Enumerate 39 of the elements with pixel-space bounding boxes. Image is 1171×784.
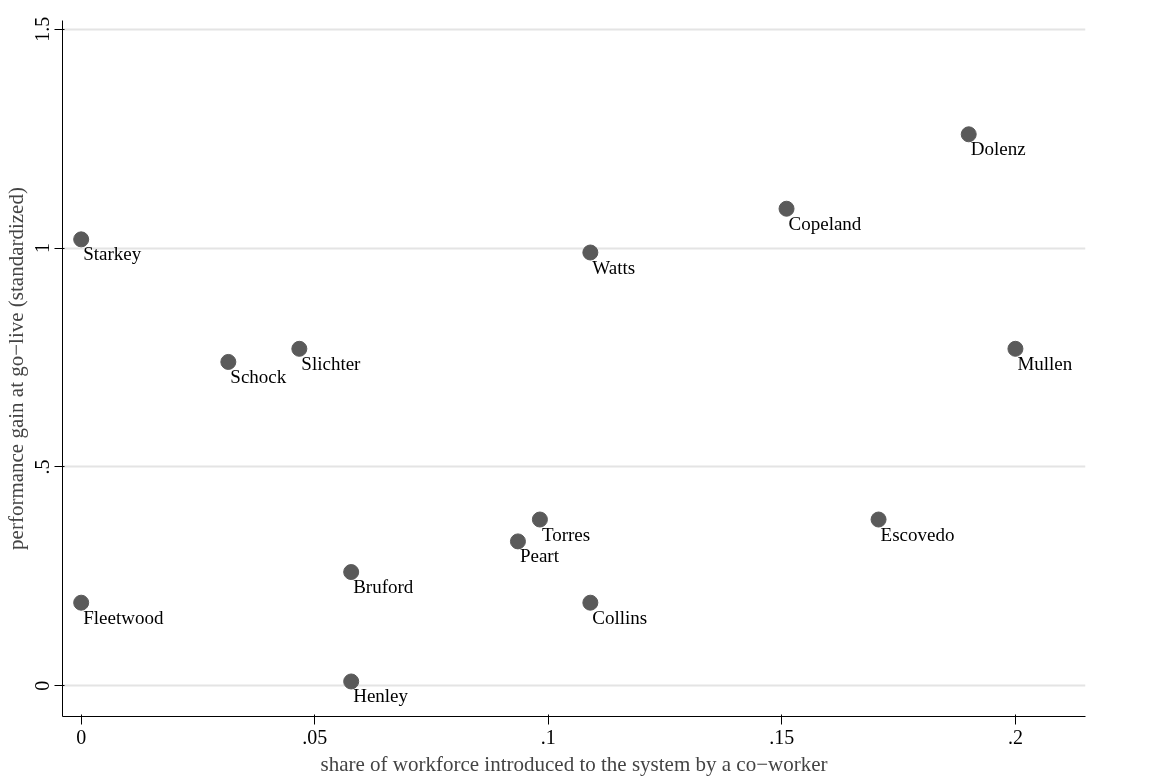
x-axis-title: share of workforce introduced to the system by a co−worker: [320, 751, 828, 776]
annotation: Bruford: [353, 576, 414, 598]
point: [343, 673, 360, 690]
y-tick-label: .5: [31, 459, 54, 475]
y-tick-label: 0: [31, 680, 54, 691]
annotation: Starkey: [83, 243, 142, 265]
annotation: Henley: [353, 685, 409, 707]
annotation: Peart: [519, 545, 560, 567]
point: [870, 511, 887, 528]
x-tick-label: .05: [302, 725, 328, 748]
x-tick-label: .1: [540, 725, 556, 748]
y-axis-title: performance gain at go−live (standardized): [3, 187, 28, 550]
point: [73, 231, 90, 248]
point: [1007, 340, 1024, 357]
point: [509, 533, 526, 550]
point: [291, 340, 308, 357]
annotation: Mullen: [1017, 352, 1073, 374]
point: [582, 244, 599, 261]
point: [220, 353, 237, 370]
annotation: Slichter: [301, 352, 362, 374]
x-tick-label: .15: [769, 725, 795, 748]
x-tick-label: 0: [76, 725, 87, 748]
annotation: Escovedo: [880, 523, 955, 545]
y-tick-label: 1: [31, 243, 54, 254]
point: [73, 594, 90, 611]
annotation: Collins: [592, 606, 648, 628]
annotation: Copeland: [788, 212, 862, 234]
point: [778, 200, 795, 217]
annotation: Schock: [230, 365, 287, 387]
annotation: Dolenz: [970, 138, 1026, 160]
point: [531, 511, 548, 528]
annotation: Torres: [541, 523, 591, 545]
x-tick-label: .2: [1007, 725, 1023, 748]
annotation: Fleetwood: [83, 606, 164, 628]
annotation: Watts: [592, 256, 636, 278]
point: [960, 126, 977, 143]
y-tick-label: 1.5: [31, 16, 54, 42]
point: [343, 564, 360, 581]
point: [582, 594, 599, 611]
